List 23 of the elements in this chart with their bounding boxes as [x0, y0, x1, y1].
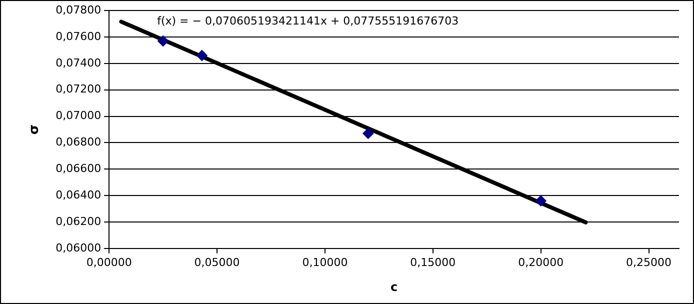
y-tick-label: 0,06800: [56, 136, 102, 149]
point: [196, 50, 208, 62]
y-tick-label: 0,07800: [56, 3, 102, 16]
point: [535, 195, 546, 206]
y-tick-label: 0,06000: [56, 241, 102, 254]
point: [158, 35, 169, 46]
y-tick-label: 0,06600: [56, 162, 102, 175]
x-tick-label: 0,05000: [194, 256, 240, 269]
x-tick-label: 0,25000: [626, 256, 672, 269]
y-tick-label: 0,07400: [56, 56, 102, 70]
x-tick-label: 0,00000: [86, 256, 132, 269]
y-tick-label: 0,06400: [56, 188, 102, 202]
y-tick-label: 0,07600: [56, 30, 102, 43]
x-tick-label: 0,10000: [302, 256, 348, 269]
y-tick-label: 0,06200: [56, 214, 102, 228]
x-axis-title: c: [390, 280, 398, 294]
y-axis-title: σ: [27, 124, 42, 135]
y-tick-label: 0,07000: [56, 109, 102, 122]
point: [362, 128, 374, 139]
x-tick-label: 0,15000: [410, 256, 456, 269]
x-tick-label: 0,20000: [518, 256, 564, 269]
y-tick-label: 0,07200: [56, 82, 102, 96]
annotation: f(x) = − 0,070605193421141x + 0,077555191676703: [157, 14, 459, 28]
